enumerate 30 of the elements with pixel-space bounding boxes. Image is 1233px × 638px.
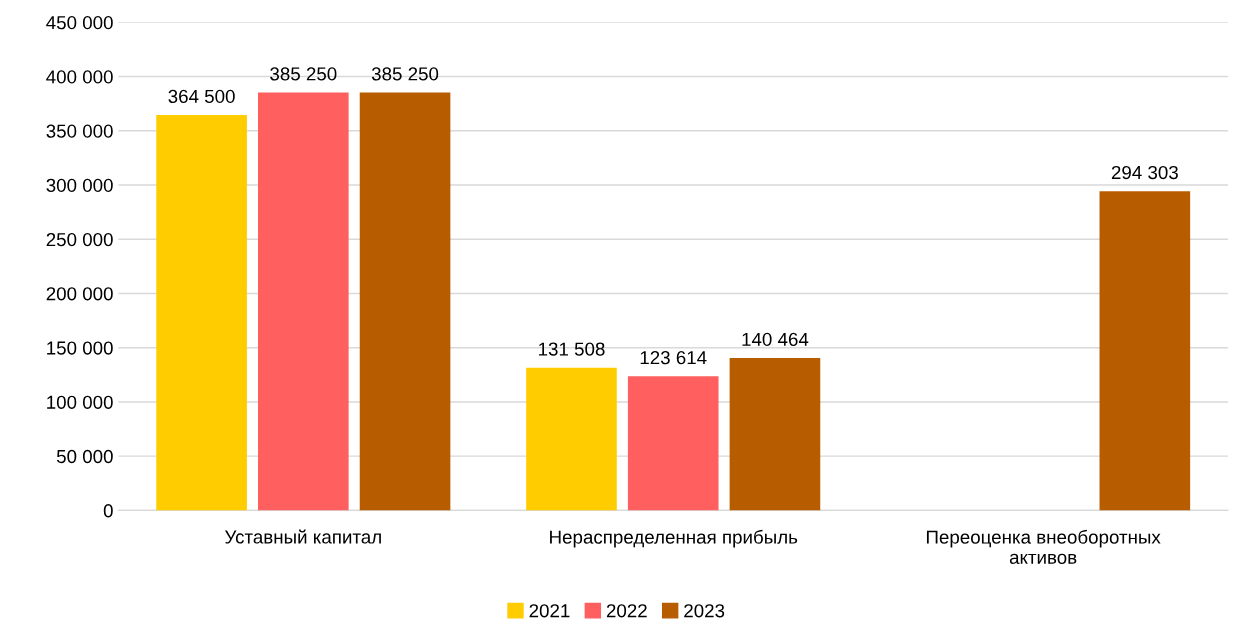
data-label: 131 508 (539, 342, 605, 356)
y-tick-label: 100 000 (47, 395, 113, 409)
y-tick-label: 450 000 (46, 16, 113, 30)
data-label: 140 464 (742, 332, 809, 347)
x-tick-label: Нераспределенная прибыль (550, 529, 798, 548)
y-tick-label: 300 000 (46, 178, 113, 192)
bar (258, 92, 349, 511)
data-label: 294 303 (1111, 165, 1178, 180)
bar (359, 92, 451, 511)
bar (1099, 191, 1191, 511)
y-tick-label: 250 000 (46, 232, 113, 247)
data-label: 385 250 (270, 67, 337, 81)
y-tick-label: 200 000 (46, 287, 113, 301)
bar (729, 358, 821, 511)
data-label: 123 614 (640, 351, 707, 365)
legend-label: 2021 (529, 604, 570, 618)
bar (526, 367, 617, 511)
legend-label: 2023 (684, 604, 725, 618)
data-label: 385 250 (371, 67, 439, 81)
x-tick-label: Уставный капитал (224, 529, 381, 544)
y-tick-label: 350 000 (46, 124, 113, 138)
legend-label: 2022 (606, 604, 647, 618)
bar (627, 376, 719, 511)
y-tick-label: 400 000 (46, 70, 113, 84)
x-tick-label: Переоценка внеоборотных активов (926, 529, 1161, 564)
bar (156, 115, 247, 511)
y-tick-label: 50 000 (56, 449, 113, 464)
y-tick-label: 0 (103, 504, 113, 518)
data-label: 364 500 (168, 89, 235, 104)
y-tick-label: 150 000 (47, 341, 113, 355)
